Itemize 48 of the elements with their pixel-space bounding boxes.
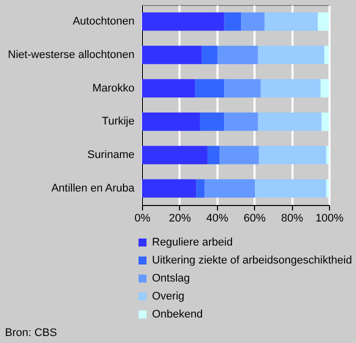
y-tick-label: Marokko (92, 82, 134, 94)
bar (260, 79, 321, 98)
bar (218, 46, 258, 64)
bar (142, 79, 196, 98)
bar (318, 12, 329, 31)
bar (207, 146, 220, 164)
bar (224, 112, 258, 131)
text: Bron: CBS (5, 327, 57, 339)
bar (258, 46, 324, 64)
y-tick-label: Niet-westerse allochtonen (8, 48, 134, 61)
bar (224, 12, 242, 31)
y-tick-label: Autochtonen (72, 16, 134, 28)
y-tick-label: Antillen en Aruba (51, 182, 136, 194)
bar (320, 79, 329, 98)
x-tick-label: 0% (134, 212, 151, 224)
legend-label: Onbekend (152, 308, 203, 320)
bar (326, 146, 329, 164)
bar (258, 146, 326, 164)
bar (324, 46, 329, 64)
bar (142, 179, 196, 198)
bar (322, 112, 329, 131)
x-tick-label: 40% (206, 212, 229, 224)
legend-label: Overig (152, 290, 184, 302)
legend-label: Reguliere arbeid (152, 236, 233, 248)
bar (241, 12, 264, 31)
legend-label: Uitkering ziekte of arbeidsongeschiktheid (152, 254, 352, 266)
bar (200, 112, 224, 131)
bar (142, 146, 208, 164)
bar (255, 179, 326, 198)
bar (142, 46, 202, 64)
bar (258, 112, 322, 131)
x-tick-label: 100% (315, 212, 344, 224)
y-tick-label: Suriname (87, 149, 134, 162)
x-tick-label: 20% (168, 212, 192, 224)
legend-label: Ontslag (152, 272, 190, 284)
y-tick-label: Turkije (102, 116, 134, 128)
bar (220, 146, 259, 164)
bar (204, 179, 256, 198)
bar (264, 12, 318, 31)
x-tick-label: 60% (244, 212, 266, 224)
bar (202, 46, 218, 64)
bar (224, 79, 261, 98)
bar (142, 12, 224, 31)
x-tick-label: 80% (281, 212, 304, 224)
bar (196, 179, 205, 198)
bar (142, 112, 200, 131)
bar (195, 79, 224, 98)
bar (326, 179, 329, 198)
